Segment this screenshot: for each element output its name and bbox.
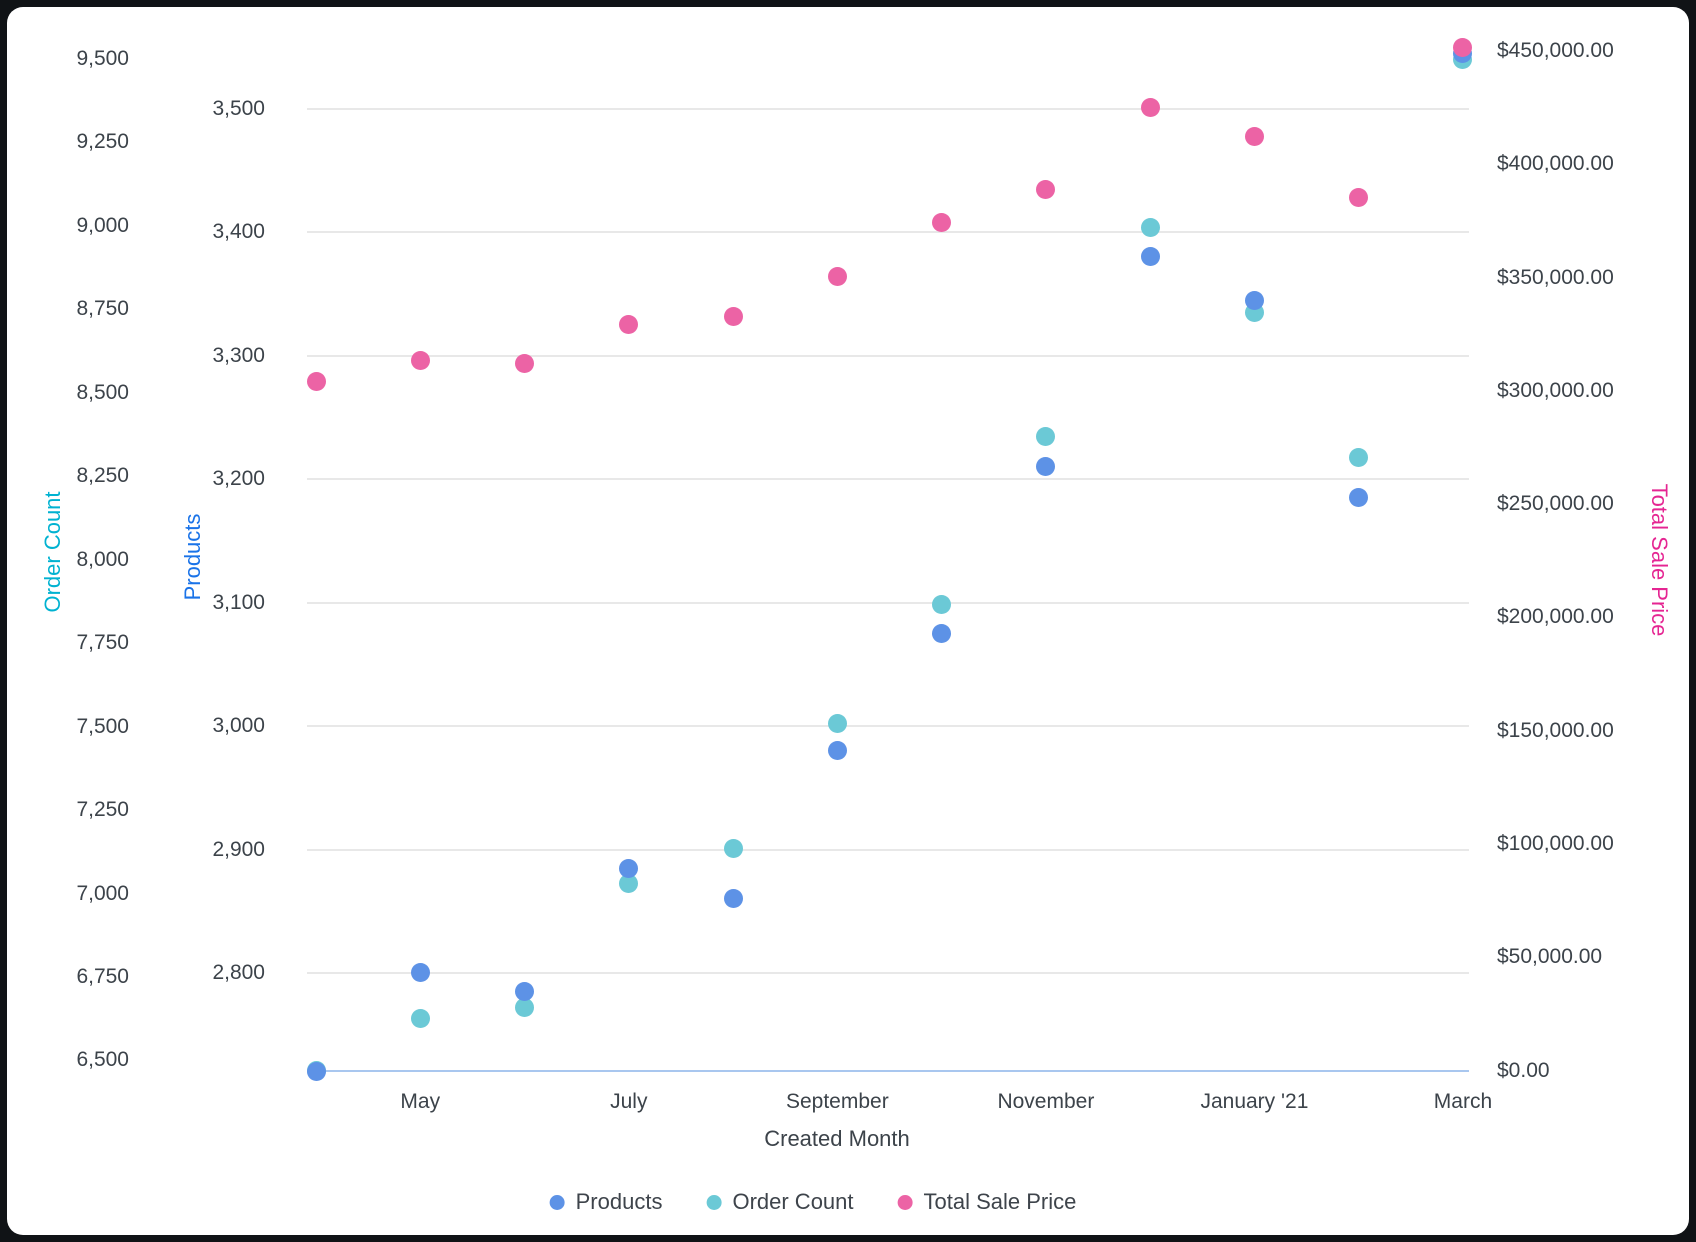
- scatter-point-products[interactable]: [410, 963, 430, 983]
- scatter-point-order-count[interactable]: [723, 839, 743, 858]
- gridline: [307, 107, 1469, 110]
- scatter-point-total-sale-price[interactable]: [306, 372, 326, 392]
- products-tick-label: 3,200: [212, 467, 265, 491]
- legend: Products Order Count Total Sale Price: [549, 1189, 1077, 1215]
- x-axis-line: [307, 1069, 1469, 1072]
- gridline: [307, 478, 1469, 481]
- scatter-point-order-count[interactable]: [932, 595, 952, 615]
- scatter-point-total-sale-price[interactable]: [1036, 179, 1056, 199]
- chart-card: 6,500 6,750 7,000 7,250 7,500 7,750 8,000 8,250…: [7, 7, 1689, 1235]
- total-sale-price-tick-label: $350,000.00: [1497, 265, 1614, 289]
- legend-dot-icon: [897, 1194, 913, 1210]
- order-count-tick-label: 9,500: [76, 47, 129, 71]
- scatter-point-products[interactable]: [619, 858, 639, 878]
- scatter-point-order-count[interactable]: [619, 874, 639, 894]
- scatter-point-total-sale-price[interactable]: [619, 314, 639, 334]
- scatter-point-products[interactable]: [1036, 457, 1056, 477]
- products-tick-label: 3,300: [212, 343, 265, 367]
- scatter-point-total-sale-price[interactable]: [827, 266, 847, 286]
- order-count-tick-label: 8,000: [76, 547, 129, 571]
- x-tick-label: January '21: [1200, 1090, 1309, 1113]
- legend-item-total-sale-price[interactable]: Total Sale Price: [897, 1189, 1077, 1215]
- scatter-point-products[interactable]: [306, 1062, 326, 1082]
- gridline: [307, 601, 1469, 604]
- products-tick-label: 2,800: [212, 960, 265, 984]
- order-count-tick-label: 8,250: [76, 464, 129, 488]
- gridline: [307, 354, 1469, 357]
- x-tick-label: July: [610, 1090, 648, 1113]
- total-sale-price-tick-label: $100,000.00: [1497, 831, 1614, 855]
- x-tick-label: March: [1433, 1090, 1493, 1113]
- x-tick-label: September: [785, 1090, 889, 1113]
- scatter-point-total-sale-price[interactable]: [515, 354, 535, 374]
- legend-dot-icon: [706, 1194, 722, 1210]
- total-sale-price-tick-label: $450,000.00: [1497, 39, 1614, 63]
- order-count-tick-label: 9,250: [76, 130, 129, 154]
- scatter-point-order-count[interactable]: [410, 1009, 430, 1029]
- scatter-point-products[interactable]: [515, 981, 535, 1001]
- gridline: [307, 971, 1469, 974]
- legend-label: Products: [575, 1189, 663, 1214]
- legend-label: Total Sale Price: [923, 1189, 1077, 1214]
- order-count-tick-label: 7,500: [76, 714, 129, 738]
- scatter-point-total-sale-price[interactable]: [1244, 126, 1264, 146]
- gridline: [307, 725, 1469, 728]
- total-sale-price-tick-label: $200,000.00: [1497, 605, 1614, 629]
- legend-item-order-count[interactable]: Order Count: [706, 1189, 854, 1215]
- total-sale-price-tick-label: $400,000.00: [1497, 152, 1614, 176]
- scatter-point-products[interactable]: [1140, 247, 1160, 267]
- total-sale-price-tick-label: $250,000.00: [1497, 492, 1614, 516]
- scatter-point-order-count[interactable]: [1140, 218, 1160, 238]
- scatter-point-products[interactable]: [723, 889, 743, 909]
- scatter-point-total-sale-price[interactable]: [723, 306, 743, 326]
- scatter-point-total-sale-price[interactable]: [1453, 38, 1473, 58]
- x-tick-label: November: [997, 1090, 1095, 1113]
- order-count-axis-title: Order Count: [40, 491, 65, 613]
- scatter-point-products[interactable]: [932, 623, 952, 643]
- scatter-point-order-count[interactable]: [1036, 426, 1056, 446]
- total-sale-price-tick-label: $300,000.00: [1497, 378, 1614, 402]
- order-count-tick-label: 7,250: [76, 798, 129, 822]
- total-sale-price-tick-label: $50,000.00: [1497, 945, 1603, 969]
- scatter-point-order-count[interactable]: [515, 997, 535, 1017]
- products-tick-label: 3,400: [212, 220, 265, 244]
- order-count-tick-label: 9,000: [76, 213, 129, 237]
- order-count-tick-label: 7,750: [76, 631, 129, 655]
- order-count-tick-label: 6,500: [76, 1048, 129, 1072]
- scatter-point-products[interactable]: [827, 741, 847, 761]
- products-tick-label: 2,900: [212, 837, 265, 861]
- order-count-tick-label: 7,000: [76, 881, 129, 905]
- plot-area: 6,500 6,750 7,000 7,250 7,500 7,750 8,000 8,250…: [7, 7, 1689, 1235]
- order-count-tick-label: 8,750: [76, 297, 129, 321]
- scatter-point-products[interactable]: [1244, 290, 1264, 310]
- order-count-tick-label: 8,500: [76, 380, 129, 404]
- scatter-point-products[interactable]: [1349, 488, 1369, 508]
- scatter-point-order-count[interactable]: [827, 713, 847, 733]
- gridline: [307, 848, 1469, 851]
- products-tick-label: 3,500: [212, 96, 265, 120]
- scatter-point-total-sale-price[interactable]: [932, 212, 952, 232]
- products-axis-title: Products: [180, 513, 205, 601]
- x-tick-label: May: [400, 1090, 441, 1113]
- legend-dot-icon: [549, 1194, 565, 1210]
- scatter-point-order-count[interactable]: [1349, 448, 1369, 468]
- products-tick-label: 3,100: [212, 590, 265, 614]
- total-sale-price-axis-title: Total Sale Price: [1647, 483, 1672, 637]
- gridline: [307, 231, 1469, 234]
- products-tick-label: 3,000: [212, 714, 265, 738]
- scatter-point-total-sale-price[interactable]: [1349, 187, 1369, 207]
- x-axis-title: Created Month: [764, 1126, 910, 1151]
- scatter-point-total-sale-price[interactable]: [1140, 98, 1160, 118]
- total-sale-price-tick-label: $150,000.00: [1497, 718, 1614, 742]
- legend-label: Order Count: [732, 1189, 854, 1214]
- total-sale-price-tick-label: $0.00: [1497, 1058, 1550, 1082]
- order-count-tick-label: 6,750: [76, 965, 129, 989]
- scatter-point-total-sale-price[interactable]: [410, 350, 430, 370]
- legend-item-products[interactable]: Products: [549, 1189, 663, 1215]
